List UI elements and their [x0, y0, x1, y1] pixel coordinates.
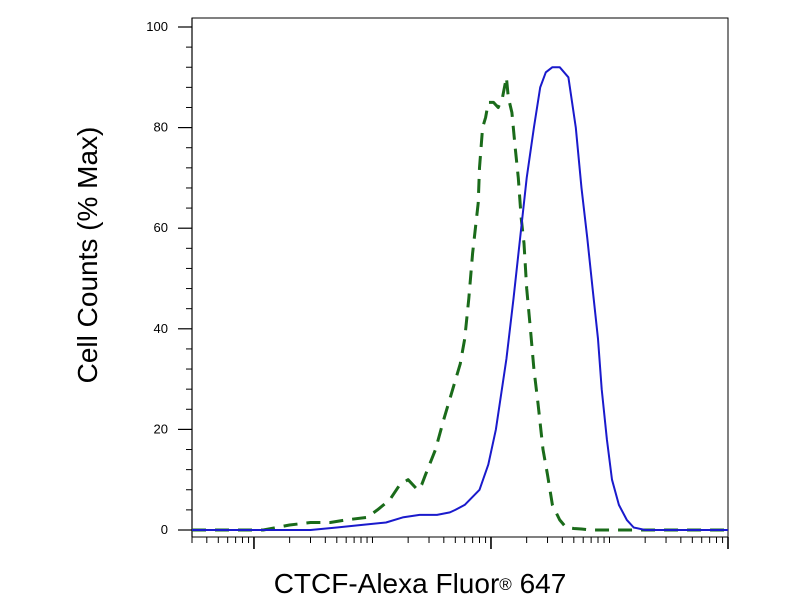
x-axis-label-main: CTCF-Alexa Fluor: [274, 568, 500, 599]
y-tick-label: 60: [154, 220, 168, 235]
series-layer: [192, 66, 728, 532]
y-tick-label: 20: [154, 421, 168, 436]
series-line-1: [192, 75, 728, 532]
x-axis-label-suffix: 647: [512, 568, 567, 599]
y-ticks: 0 20 40 60 80 100: [146, 19, 192, 537]
y-axis-label: Cell Counts (% Max): [72, 127, 103, 384]
y-tick-label: 100: [146, 19, 168, 34]
plot-frame: [191, 17, 729, 538]
y-tick-label: 40: [154, 321, 168, 336]
y-tick-label: 0: [161, 522, 168, 537]
y-tick-label: 80: [154, 120, 168, 135]
x-axis-label-mark: ®: [499, 575, 512, 594]
series-line-2: [192, 66, 728, 531]
x-axis-label: CTCF-Alexa Fluor® 647: [274, 568, 567, 599]
x-ticks: [191, 537, 729, 549]
